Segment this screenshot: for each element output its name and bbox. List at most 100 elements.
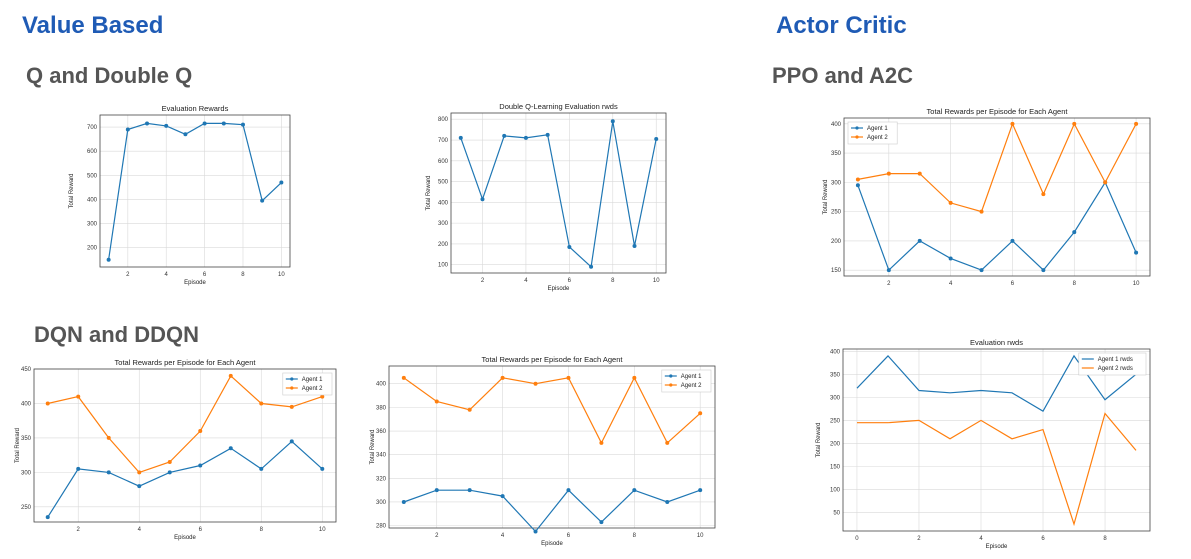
- x-axis-label: Episode: [174, 535, 196, 541]
- data-point: [137, 484, 142, 489]
- data-point: [480, 197, 485, 202]
- x-tick-label: 6: [199, 527, 203, 533]
- legend-marker: [855, 135, 859, 139]
- x-tick-label: 2: [917, 536, 921, 542]
- data-point: [76, 466, 81, 471]
- series-line-1: [403, 489, 701, 533]
- y-tick-label: 400: [21, 401, 32, 407]
- y-tick-label: 350: [831, 151, 842, 157]
- y-tick-label: 100: [438, 263, 449, 269]
- data-point: [523, 135, 528, 140]
- legend-label: Agent 1: [681, 374, 702, 380]
- data-point: [259, 401, 264, 406]
- data-point: [1010, 121, 1015, 126]
- x-tick-label: 4: [979, 536, 983, 542]
- series-line-1: [108, 122, 282, 260]
- y-axis-label: Total Reward: [69, 173, 75, 208]
- plot-frame: [33, 368, 337, 523]
- data-point: [198, 463, 203, 468]
- y-tick-label: 340: [376, 453, 387, 459]
- x-tick-label: 4: [138, 527, 142, 533]
- data-point: [125, 127, 130, 132]
- y-tick-label: 400: [830, 349, 841, 355]
- data-point: [76, 394, 81, 399]
- plot-frame: [388, 365, 716, 529]
- y-tick-label: 250: [21, 505, 32, 511]
- double-q-learning-chart: Double Q-Learning Evaluation rwds 2 4 6 8 10 1…: [426, 102, 667, 292]
- y-tick-label: 400: [831, 122, 842, 128]
- x-tick-label: 4: [524, 278, 528, 284]
- series-line-1: [47, 440, 323, 518]
- legend-label: Agent 2: [302, 386, 323, 392]
- x-tick-label: 6: [567, 533, 571, 539]
- chart-title: Evaluation Rewards: [162, 104, 229, 113]
- y-tick-label: 400: [438, 200, 449, 206]
- y-tick-label: 150: [830, 464, 841, 470]
- legend-label: Agent 2: [867, 135, 888, 141]
- data-point: [979, 268, 984, 273]
- data-point: [106, 435, 111, 440]
- legend-label: Agent 2: [681, 383, 702, 389]
- y-tick-label: 200: [87, 246, 98, 252]
- y-tick-label: 450: [21, 367, 32, 373]
- x-tick-label: 4: [165, 272, 169, 278]
- legend-label: Agent 1 rwds: [1098, 357, 1133, 363]
- data-point: [221, 121, 226, 126]
- y-tick-label: 600: [87, 149, 98, 155]
- data-point: [167, 460, 172, 465]
- data-point: [167, 470, 172, 475]
- data-point: [458, 135, 463, 140]
- legend-marker: [669, 374, 673, 378]
- data-point: [917, 238, 922, 243]
- data-point: [599, 520, 604, 525]
- x-tick-label: 6: [1011, 281, 1015, 287]
- data-point: [665, 499, 670, 504]
- legend-label: Agent 1: [867, 126, 888, 132]
- data-point: [948, 256, 953, 261]
- data-point: [979, 209, 984, 214]
- data-point: [1103, 180, 1108, 185]
- y-axis-label: Total Reward: [426, 175, 432, 210]
- x-tick-label: 10: [697, 533, 704, 539]
- x-axis-label: Episode: [541, 541, 563, 547]
- series-line-1: [857, 181, 1137, 272]
- x-axis-label: Episode: [184, 280, 206, 286]
- x-tick-label: 10: [1133, 281, 1140, 287]
- data-point: [45, 515, 50, 520]
- data-point: [1010, 238, 1015, 243]
- data-point: [401, 499, 406, 504]
- legend-marker: [290, 377, 294, 381]
- series-line-2: [47, 374, 323, 474]
- chart-title: Total Rewards per Episode for Each Agent: [115, 358, 257, 367]
- data-point: [228, 446, 233, 451]
- dqn-chart: Total Rewards per Episode for Each Agent…: [15, 358, 337, 541]
- data-point: [500, 494, 505, 499]
- data-point: [183, 132, 188, 137]
- data-point: [567, 245, 572, 250]
- data-point: [45, 401, 50, 406]
- data-point: [886, 268, 891, 273]
- plot-frame: [843, 117, 1151, 277]
- y-axis-label: Total Reward: [816, 422, 822, 457]
- y-tick-label: 320: [376, 476, 387, 482]
- ddqn-chart: Total Rewards per Episode for Each Agent…: [370, 355, 716, 547]
- legend-marker: [290, 386, 294, 390]
- q-learning-chart: Evaluation Rewards 2 4 6 8 10 200 300 400 500 600 7…: [69, 104, 291, 286]
- y-tick-label: 300: [87, 222, 98, 228]
- data-point: [202, 121, 207, 126]
- plot-frame: [450, 112, 667, 274]
- y-tick-label: 200: [831, 239, 842, 245]
- data-point: [948, 200, 953, 205]
- y-tick-label: 350: [21, 436, 32, 442]
- data-point: [632, 375, 637, 380]
- y-tick-label: 800: [438, 117, 449, 123]
- data-point: [917, 171, 922, 176]
- y-tick-label: 100: [830, 488, 841, 494]
- data-point: [1134, 121, 1139, 126]
- data-point: [289, 439, 294, 444]
- y-tick-label: 50: [833, 511, 840, 517]
- chart-title: Total Rewards per Episode for Each Agent: [482, 355, 624, 364]
- data-point: [632, 488, 637, 493]
- data-point: [279, 180, 284, 185]
- data-point: [1041, 192, 1046, 197]
